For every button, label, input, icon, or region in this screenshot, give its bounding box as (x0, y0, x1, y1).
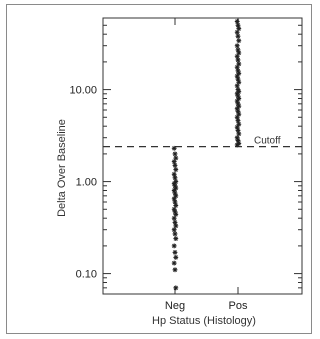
data-point (236, 38, 242, 44)
data-point (234, 114, 240, 120)
data-point (235, 33, 241, 39)
y-tick-label: 0.10 (76, 269, 97, 281)
data-point (173, 236, 179, 242)
data-point (234, 64, 240, 70)
x-axis-title: Hp Status (Histology) (152, 315, 256, 327)
data-point (234, 29, 240, 35)
x-tick-label: Neg (165, 300, 185, 312)
data-point (172, 231, 178, 237)
data-point (171, 227, 177, 233)
data-point (172, 249, 178, 255)
data-point (173, 167, 179, 172)
data-point (171, 196, 177, 202)
data-point (234, 142, 240, 148)
data-point (235, 128, 241, 133)
data-point (173, 211, 179, 217)
data-point (235, 22, 241, 28)
data-point (234, 124, 240, 130)
figure-frame (6, 4, 312, 334)
data-point (234, 53, 240, 59)
data-point (236, 26, 242, 32)
data-point (172, 162, 178, 168)
data-point (172, 220, 178, 225)
cutoff-label: Cutoff (254, 136, 281, 147)
y-major-ticks (103, 89, 302, 275)
data-point (234, 83, 240, 89)
data-point (172, 199, 178, 205)
data-point (235, 118, 241, 124)
x-ticks (174, 18, 239, 294)
y-tick-label: 10.00 (69, 85, 97, 97)
data-point (171, 243, 177, 249)
plot-area (102, 17, 303, 295)
x-tick-label: Pos (229, 300, 248, 312)
data-point (173, 285, 179, 291)
data-point (171, 260, 177, 266)
data-point (173, 254, 179, 260)
data-point (235, 76, 241, 82)
data-point (172, 151, 178, 157)
y-tick-labels: 0.10 1.00 10.00 (69, 85, 97, 281)
data-point (173, 203, 179, 208)
data-point (171, 159, 177, 164)
y-tick-label: 1.00 (76, 177, 97, 189)
data-point (172, 175, 178, 181)
data-point (234, 43, 240, 49)
data-point (235, 57, 241, 63)
data-point (171, 215, 177, 221)
data-points (171, 19, 242, 291)
data-point (173, 223, 179, 229)
x-tick-labels: Neg Pos (165, 300, 248, 312)
data-point (172, 267, 178, 273)
data-point (171, 171, 177, 177)
data-point (236, 131, 242, 137)
y-minor-ticks (103, 17, 302, 295)
y-axis-title: Delta Over Baseline (56, 119, 68, 217)
data-point (234, 19, 240, 24)
data-point (171, 145, 177, 151)
